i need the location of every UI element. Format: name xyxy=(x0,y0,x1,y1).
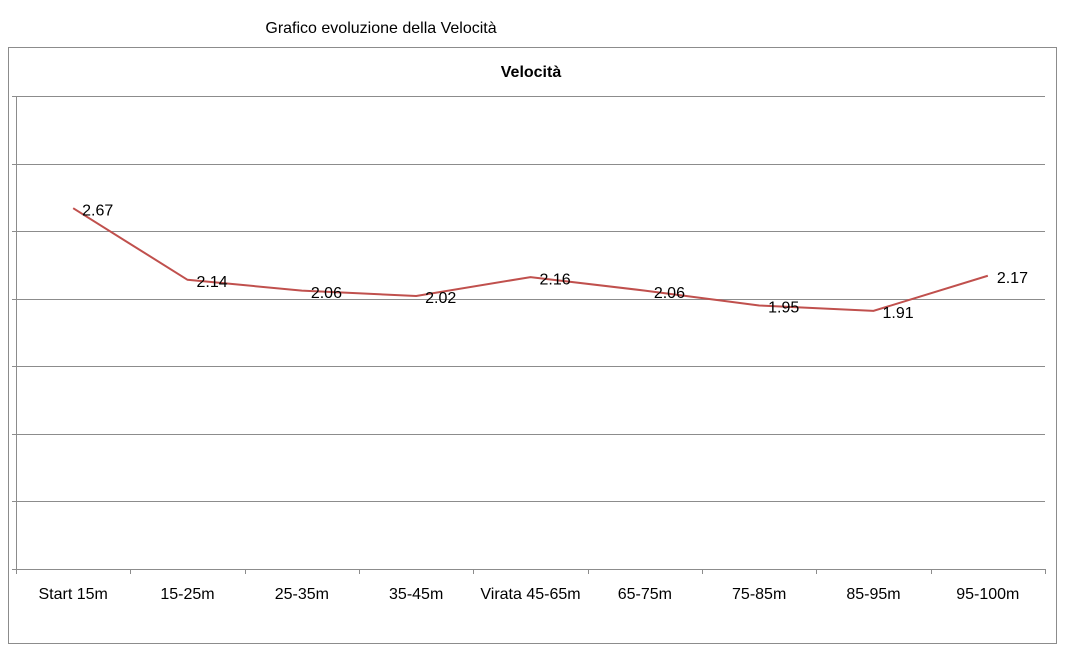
x-tick-label: 75-85m xyxy=(732,586,787,603)
x-tick-label-box: 65-75m xyxy=(617,586,672,603)
x-tick-label-box: 35-45m xyxy=(389,586,444,603)
x-tick-label: 85-95m xyxy=(846,586,901,603)
x-tick-label-box: 95-100m xyxy=(956,586,1020,603)
chart-title: Velocità xyxy=(501,64,562,81)
data-label: 2.06 xyxy=(311,285,342,302)
x-tick-label: 15-25m xyxy=(160,586,215,603)
data-label: 2.16 xyxy=(540,271,571,288)
x-tick-label-box: 25-35m xyxy=(274,586,329,603)
x-tick-label-box: 75-85m xyxy=(732,586,787,603)
data-label: 2.06 xyxy=(654,285,685,302)
data-label: 1.91 xyxy=(883,305,914,322)
data-label: 2.14 xyxy=(197,274,228,291)
chart-frame xyxy=(8,47,1057,644)
data-label: 2.17 xyxy=(997,270,1028,287)
x-tick-label: 65-75m xyxy=(617,586,672,603)
data-label: 2.67 xyxy=(82,202,113,219)
data-label: 1.95 xyxy=(768,300,799,317)
x-tick-label: Start 15m xyxy=(38,586,108,603)
x-tick-label: 35-45m xyxy=(389,586,444,603)
x-tick-label: 25-35m xyxy=(274,586,329,603)
x-tick-label: Virata 45-65m xyxy=(480,586,581,603)
line xyxy=(72,207,989,312)
page-title: Grafico evoluzione della Velocità xyxy=(265,20,496,37)
x-tick-label-box: 85-95m xyxy=(846,586,901,603)
x-tick-label-box: Start 15m xyxy=(38,586,108,603)
x-tick-label-box: 15-25m xyxy=(160,586,215,603)
data-label: 2.02 xyxy=(425,290,456,307)
x-tick-label-box: Virata 45-65m xyxy=(480,586,581,603)
x-tick-label: 95-100m xyxy=(956,586,1020,603)
